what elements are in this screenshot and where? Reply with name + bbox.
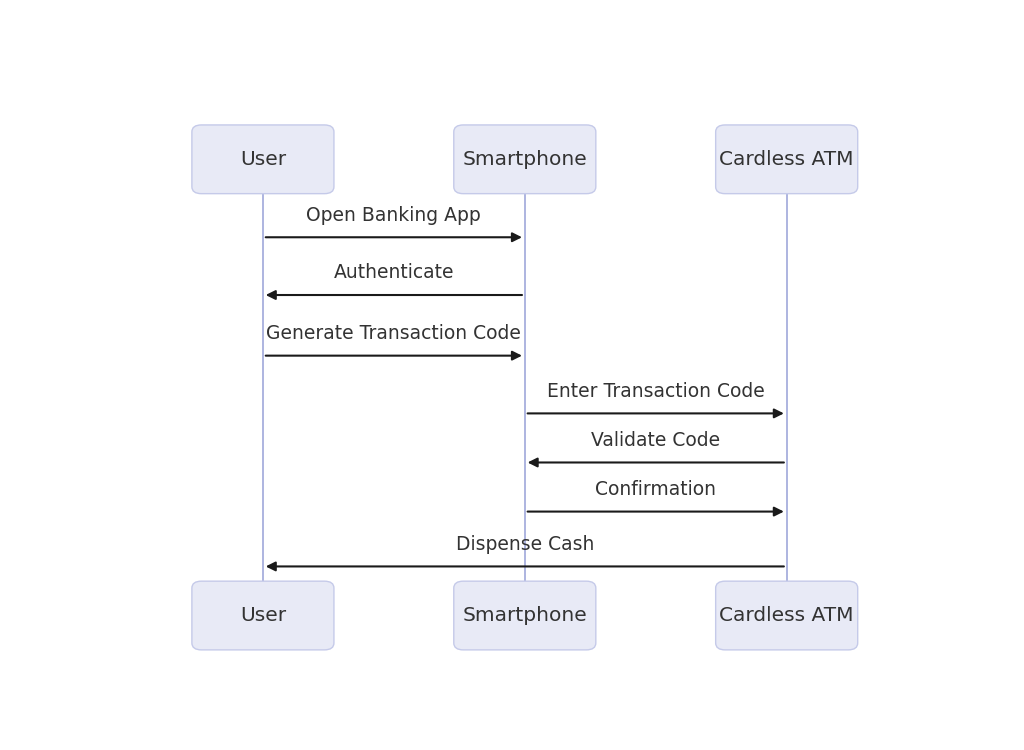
Text: Smartphone: Smartphone [463,150,587,169]
FancyBboxPatch shape [454,581,596,650]
Text: Cardless ATM: Cardless ATM [720,150,854,169]
Text: Smartphone: Smartphone [463,606,587,625]
Text: Confirmation: Confirmation [595,480,716,499]
FancyBboxPatch shape [716,581,858,650]
Text: Authenticate: Authenticate [334,263,454,282]
FancyBboxPatch shape [716,125,858,194]
Text: Enter Transaction Code: Enter Transaction Code [547,382,765,400]
Text: Generate Transaction Code: Generate Transaction Code [266,324,521,343]
Text: Validate Code: Validate Code [591,430,720,450]
Text: Open Banking App: Open Banking App [306,206,481,224]
FancyBboxPatch shape [454,125,596,194]
Text: Cardless ATM: Cardless ATM [720,606,854,625]
FancyBboxPatch shape [191,125,334,194]
Text: User: User [240,150,286,169]
FancyBboxPatch shape [191,581,334,650]
Text: User: User [240,606,286,625]
Text: Dispense Cash: Dispense Cash [456,535,594,554]
